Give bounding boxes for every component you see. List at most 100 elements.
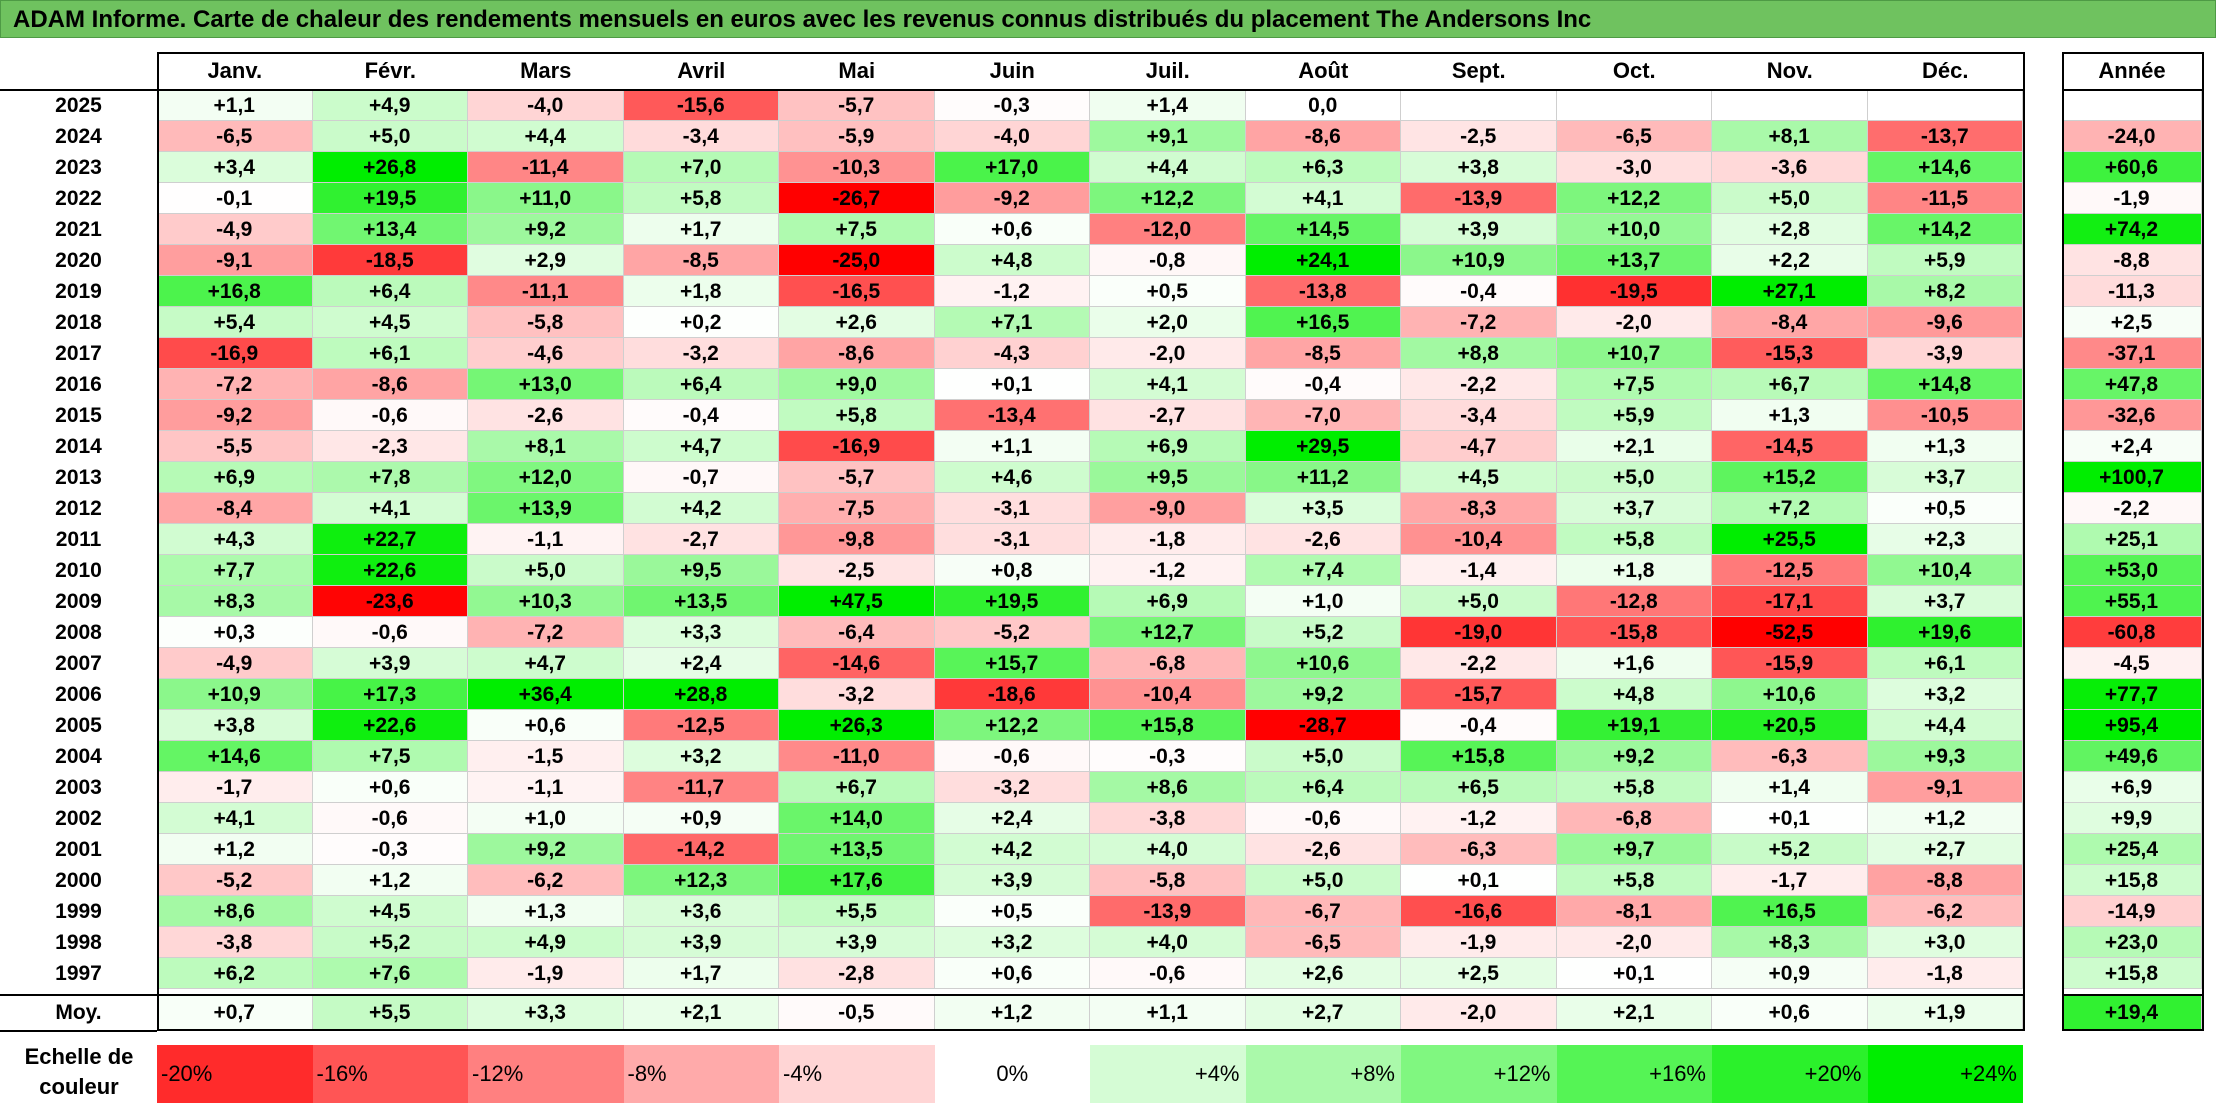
heatmap-cell: +9,2 <box>1556 741 1712 772</box>
heatmap-cell: +9,1 <box>1090 121 1246 152</box>
year-label: 1997 <box>55 962 102 985</box>
heatmap-cell: -19,5 <box>1556 276 1712 307</box>
heatmap-cell: +13,7 <box>1556 245 1712 276</box>
heatmap-cell: -0,6 <box>312 400 468 431</box>
heatmap-cell: -3,6 <box>1712 152 1868 183</box>
heatmap-cell: -2,2 <box>1401 369 1557 400</box>
annual-cell: +74,2 <box>2062 214 2202 245</box>
heatmap-cell: -15,9 <box>1712 648 1868 679</box>
title-bar: ADAM Informe. Carte de chaleur des rende… <box>0 0 2216 38</box>
annual-cell: -32,6 <box>2062 400 2202 431</box>
heatmap-cell: -7,2 <box>157 369 313 400</box>
heatmap-cell <box>1867 90 2023 121</box>
heatmap-cell: -8,6 <box>1245 121 1401 152</box>
heatmap-cell: -0,4 <box>1245 369 1401 400</box>
heatmap-cell: -5,5 <box>157 431 313 462</box>
annual-cell: -14,9 <box>2062 896 2202 927</box>
heatmap-cell: -15,8 <box>1556 617 1712 648</box>
heatmap-cell: -0,4 <box>623 400 779 431</box>
heatmap-cell: +1,0 <box>468 803 624 834</box>
heatmap-cell: +6,9 <box>1090 586 1246 617</box>
heatmap-cell: +2,6 <box>779 307 935 338</box>
year-label: 2013 <box>55 466 102 489</box>
year-label: 2019 <box>55 280 102 303</box>
heatmap-cell: +10,9 <box>157 679 313 710</box>
average-annual-cell: +19,4 <box>2062 996 2202 1030</box>
heatmap-cell: -10,5 <box>1867 400 2023 431</box>
color-scale-label: Echelle de couleur <box>0 1042 158 1104</box>
heatmap-cell: +12,2 <box>1556 183 1712 214</box>
year-label: 2016 <box>55 373 102 396</box>
year-label: 2006 <box>55 683 102 706</box>
heatmap-cell: -6,8 <box>1090 648 1246 679</box>
heatmap-cell: -15,3 <box>1712 338 1868 369</box>
heatmap-cell: +4,2 <box>623 493 779 524</box>
heatmap-cell: +14,8 <box>1867 369 2023 400</box>
year-label: 2017 <box>55 342 102 365</box>
heatmap-cell: +6,3 <box>1245 152 1401 183</box>
heatmap-cell: +3,3 <box>623 617 779 648</box>
heatmap-cell: +3,2 <box>1867 679 2023 710</box>
annual-cell: -60,8 <box>2062 617 2202 648</box>
color-scale-label-text: Echelle de couleur <box>24 1044 134 1099</box>
heatmap-cell: -9,1 <box>157 245 313 276</box>
heatmap-cell: +4,5 <box>312 307 468 338</box>
heatmap-cell: +4,1 <box>312 493 468 524</box>
annual-cell: -1,9 <box>2062 183 2202 214</box>
year-label: 2009 <box>55 590 102 613</box>
heatmap-cell: -2,2 <box>1401 648 1557 679</box>
heatmap-cell: +7,4 <box>1245 555 1401 586</box>
annual-cell: +6,9 <box>2062 772 2202 803</box>
annual-cell: +2,5 <box>2062 307 2202 338</box>
heatmap-cell: +2,9 <box>468 245 624 276</box>
color-scale-step: +24% <box>1867 1045 2023 1103</box>
average-cell: +2,7 <box>1245 996 1401 1030</box>
heatmap-cell: -1,8 <box>1867 958 2023 989</box>
heatmap-cell: +3,8 <box>1401 152 1557 183</box>
heatmap-cell: +5,8 <box>1556 524 1712 555</box>
heatmap-cell: -3,1 <box>934 524 1090 555</box>
heatmap-cell: -15,6 <box>623 90 779 121</box>
heatmap-cell: +0,1 <box>1712 803 1868 834</box>
header-separator <box>0 89 2025 91</box>
heatmap-cell: +8,8 <box>1401 338 1557 369</box>
heatmap-cell: -4,9 <box>157 648 313 679</box>
heatmap-cell: +17,0 <box>934 152 1090 183</box>
heatmap-cell: +6,4 <box>1245 772 1401 803</box>
heatmap-cell: +1,3 <box>1712 400 1868 431</box>
heatmap-cell: -13,7 <box>1867 121 2023 152</box>
annual-cell: +53,0 <box>2062 555 2202 586</box>
month-header: Nov. <box>1766 58 1813 83</box>
heatmap-cell: -1,5 <box>468 741 624 772</box>
year-label: 2024 <box>55 125 102 148</box>
heatmap-cell: -18,5 <box>312 245 468 276</box>
heatmap-cell: +0,6 <box>312 772 468 803</box>
heatmap-cell: -9,2 <box>934 183 1090 214</box>
heatmap-cell: +5,0 <box>1556 462 1712 493</box>
heatmap-cell: -28,7 <box>1245 710 1401 741</box>
page-title: ADAM Informe. Carte de chaleur des rende… <box>13 6 1592 33</box>
heatmap-cell: -4,0 <box>934 121 1090 152</box>
heatmap-cell: +13,0 <box>468 369 624 400</box>
heatmap-cell: +6,4 <box>623 369 779 400</box>
heatmap-cell: +3,6 <box>623 896 779 927</box>
heatmap-cell: -52,5 <box>1712 617 1868 648</box>
color-scale-step: 0% <box>934 1045 1090 1103</box>
heatmap-cell: -11,7 <box>623 772 779 803</box>
year-label: 2001 <box>55 838 102 861</box>
heatmap-cell: -3,0 <box>1556 152 1712 183</box>
heatmap-cell: +19,5 <box>934 586 1090 617</box>
heatmap-cell: +5,0 <box>1401 586 1557 617</box>
heatmap-cell: -9,6 <box>1867 307 2023 338</box>
average-label: Moy. <box>55 1001 102 1024</box>
heatmap-cell: -11,4 <box>468 152 624 183</box>
heatmap-cell: +7,5 <box>312 741 468 772</box>
heatmap-cell: +5,0 <box>1712 183 1868 214</box>
year-label: 2005 <box>55 714 102 737</box>
color-scale-step: +8% <box>1245 1045 1401 1103</box>
year-label: 2004 <box>55 745 102 768</box>
annual-cell: +49,6 <box>2062 741 2202 772</box>
heatmap-cell <box>1556 90 1712 121</box>
heatmap-cell: +2,8 <box>1712 214 1868 245</box>
heatmap-cell: +3,8 <box>157 710 313 741</box>
